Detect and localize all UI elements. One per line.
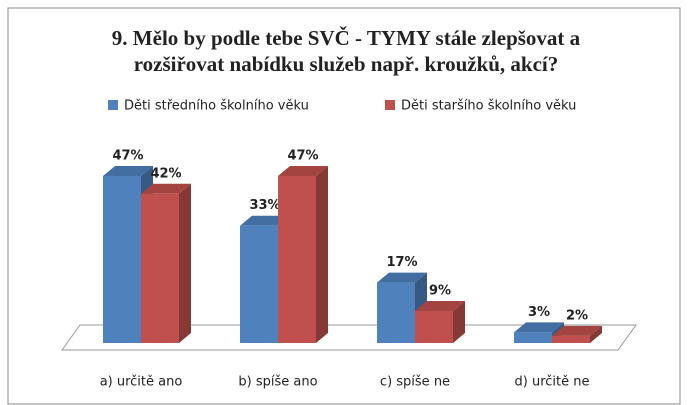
bar-top (552, 325, 602, 336)
bar-top (377, 272, 427, 283)
bar-front (278, 176, 316, 343)
bar-front (141, 193, 179, 343)
data-label: 3% (528, 305, 550, 320)
legend-label: Děti středního školního věku (124, 99, 309, 114)
legend-swatch (385, 100, 395, 110)
bar-top (278, 166, 328, 176)
data-label: 47% (112, 149, 143, 164)
bar-front (552, 335, 590, 343)
data-label: 9% (429, 284, 451, 299)
bar (415, 301, 465, 343)
x-tick-label: a) určitě ano (100, 375, 183, 390)
data-label: 47% (287, 149, 318, 164)
legend-label: Děti staršího školního věku (401, 99, 576, 114)
chart-title-line: rozšiřovat nabídku služeb např. kroužků,… (134, 52, 559, 76)
bar-side (316, 166, 328, 343)
bar-front (415, 311, 453, 343)
bar (552, 325, 602, 343)
bar-side (179, 183, 191, 343)
bar-side (590, 325, 602, 343)
data-label: 2% (566, 308, 588, 323)
bar-front (377, 282, 415, 343)
bar-top (415, 301, 465, 312)
bar-front (103, 176, 141, 343)
data-label: 17% (386, 255, 417, 270)
bar-front (514, 332, 552, 343)
x-tick-label: b) spíše ano (238, 375, 317, 390)
data-label: 42% (150, 166, 181, 181)
bar-top (514, 322, 564, 333)
bar (377, 272, 427, 343)
x-tick-label: c) spíše ne (380, 375, 450, 390)
bar-top (103, 166, 153, 176)
bar (278, 166, 328, 343)
bar-top (141, 183, 191, 194)
bar-front (240, 225, 278, 343)
legend-swatch (108, 100, 118, 110)
chart-title-line: 9. Mělo by podle tebe SVČ - TYMY stále z… (112, 26, 581, 50)
x-tick-label: d) určitě ne (515, 375, 590, 390)
data-label: 33% (249, 198, 280, 213)
bar-side (453, 301, 465, 343)
bar-top (240, 215, 290, 226)
bar (141, 183, 191, 343)
